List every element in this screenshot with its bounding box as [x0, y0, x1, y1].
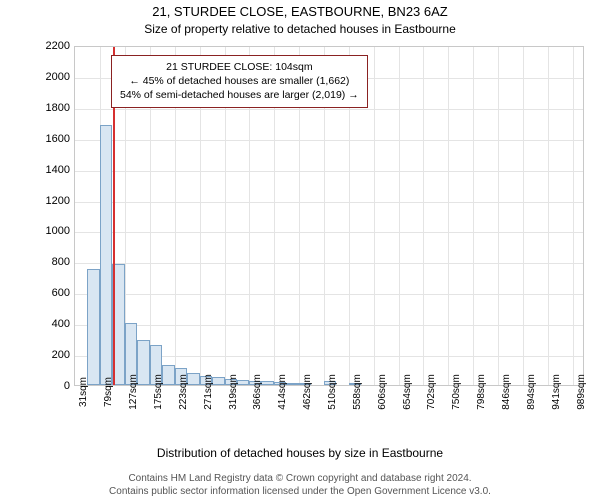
histogram-bar — [100, 125, 112, 385]
footer-line-1: Contains HM Land Registry data © Crown c… — [0, 472, 600, 485]
chart-container: 21, STURDEE CLOSE, EASTBOURNE, BN23 6AZ … — [0, 0, 600, 500]
x-tick: 606sqm — [377, 374, 388, 410]
histogram-bar — [87, 269, 99, 385]
gridline-h — [75, 294, 583, 295]
y-tick: 0 — [30, 380, 70, 392]
footer-line-2: Contains public sector information licen… — [0, 485, 600, 498]
y-tick: 200 — [30, 349, 70, 361]
y-tick: 2000 — [30, 71, 70, 83]
info-box: 21 STURDEE CLOSE: 104sqm ← 45% of detach… — [111, 55, 368, 108]
histogram-bar — [261, 381, 273, 385]
y-tick: 1200 — [30, 195, 70, 207]
y-tick: 1600 — [30, 133, 70, 145]
info-line-3: 54% of semi-detached houses are larger (… — [120, 88, 359, 102]
x-tick: 846sqm — [501, 374, 512, 410]
y-tick: 1400 — [30, 164, 70, 176]
gridline-v — [573, 47, 574, 385]
x-tick: 989sqm — [576, 374, 587, 410]
gridline-h — [75, 232, 583, 233]
gridline-v — [523, 47, 524, 385]
histogram-bar — [162, 365, 174, 385]
plot-area: 21 STURDEE CLOSE: 104sqm ← 45% of detach… — [74, 46, 584, 386]
gridline-v — [548, 47, 549, 385]
x-tick: 558sqm — [352, 374, 363, 410]
gridline-h — [75, 325, 583, 326]
gridline-h — [75, 140, 583, 141]
x-tick: 510sqm — [327, 374, 338, 410]
histogram-bar — [286, 383, 298, 385]
x-tick: 702sqm — [426, 374, 437, 410]
x-tick: 414sqm — [277, 374, 288, 410]
y-tick: 800 — [30, 256, 70, 268]
x-tick: 894sqm — [526, 374, 537, 410]
x-tick: 798sqm — [476, 374, 487, 410]
x-tick: 31sqm — [78, 377, 89, 407]
x-tick: 462sqm — [302, 374, 313, 410]
x-tick: 654sqm — [402, 374, 413, 410]
gridline-v — [473, 47, 474, 385]
x-tick: 750sqm — [451, 374, 462, 410]
x-tick: 79sqm — [103, 377, 114, 407]
x-tick: 175sqm — [153, 374, 164, 410]
x-tick: 366sqm — [252, 374, 263, 410]
footer: Contains HM Land Registry data © Crown c… — [0, 472, 600, 498]
gridline-v — [399, 47, 400, 385]
chart-title: 21, STURDEE CLOSE, EASTBOURNE, BN23 6AZ — [0, 4, 600, 19]
info-line-2: ← 45% of detached houses are smaller (1,… — [120, 74, 359, 88]
y-tick: 1000 — [30, 225, 70, 237]
x-tick: 941sqm — [551, 374, 562, 410]
x-tick: 127sqm — [128, 374, 139, 410]
y-tick: 400 — [30, 318, 70, 330]
info-line-1: 21 STURDEE CLOSE: 104sqm — [120, 60, 359, 74]
gridline-v — [448, 47, 449, 385]
y-tick: 600 — [30, 287, 70, 299]
histogram-bar — [137, 340, 149, 385]
x-tick: 319sqm — [228, 374, 239, 410]
gridline-h — [75, 202, 583, 203]
gridline-h — [75, 109, 583, 110]
gridline-h — [75, 171, 583, 172]
chart-subtitle: Size of property relative to detached ho… — [0, 22, 600, 36]
x-tick: 271sqm — [203, 374, 214, 410]
histogram-bar — [187, 373, 199, 385]
y-tick: 2200 — [30, 40, 70, 52]
gridline-v — [423, 47, 424, 385]
gridline-v — [374, 47, 375, 385]
y-tick: 1800 — [30, 102, 70, 114]
x-tick: 223sqm — [178, 374, 189, 410]
gridline-h — [75, 263, 583, 264]
gridline-v — [498, 47, 499, 385]
x-axis-label: Distribution of detached houses by size … — [0, 446, 600, 460]
